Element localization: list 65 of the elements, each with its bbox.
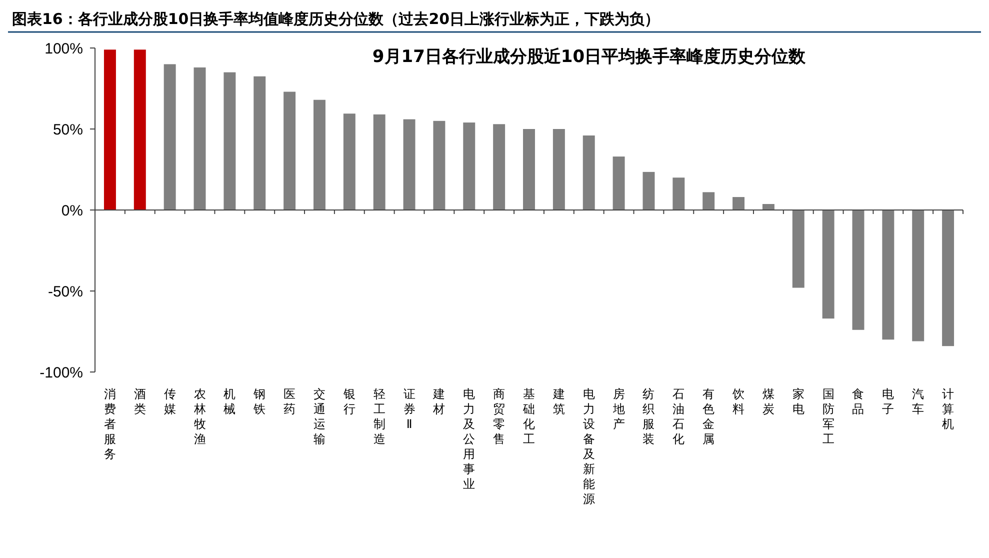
bar	[612, 156, 625, 210]
bar	[373, 114, 386, 210]
bar	[552, 129, 565, 210]
bar	[104, 50, 116, 210]
x-tick-label: 证券Ⅱ	[403, 387, 416, 431]
x-tick-label: 农林牧渔	[192, 387, 206, 446]
bar	[702, 192, 715, 210]
bar	[762, 204, 774, 210]
bar	[582, 135, 595, 210]
x-tick-label: 家电	[792, 387, 804, 416]
x-tick-label: 房地产	[612, 387, 625, 431]
x-tick-label: 饮料	[732, 387, 745, 416]
bar	[493, 124, 506, 210]
bar	[433, 120, 446, 210]
x-tick-label: 电子	[882, 387, 894, 416]
x-tick-label: 交通运输	[313, 387, 326, 446]
bar	[134, 50, 146, 210]
x-tick-label: 纺织服装	[642, 387, 655, 446]
bar	[403, 119, 416, 210]
x-tick-label: 基础化工	[522, 387, 535, 446]
x-tick-label: 钢铁	[252, 387, 266, 416]
y-tick-label: -50%	[48, 283, 83, 300]
y-tick-label: -100%	[40, 364, 83, 382]
x-tick-label: 机械	[224, 387, 236, 416]
bar	[852, 210, 864, 330]
bar	[642, 172, 655, 210]
x-tick-label: 银行	[342, 387, 356, 416]
bar	[463, 122, 476, 210]
bar	[343, 114, 356, 210]
x-tick-label: 医药	[284, 387, 296, 416]
bar	[194, 67, 206, 210]
x-tick-label: 酒类	[134, 387, 146, 416]
y-tick-label: 100%	[44, 40, 83, 58]
x-tick-label: 汽车	[912, 387, 924, 416]
bar	[313, 100, 326, 210]
chart-title: 图表16：各行业成分股10日换手率均值峰度历史分位数（过去20日上涨行业标为正，下跌为负）	[12, 10, 660, 28]
bar	[822, 210, 834, 319]
x-tick-label: 传媒	[164, 387, 176, 416]
chart-subtitle: 9月17日各行业成分股近10日平均换手率峰度历史分位数	[372, 47, 807, 67]
bar	[672, 178, 685, 210]
bar	[792, 210, 804, 288]
bar	[942, 210, 954, 346]
bar	[523, 129, 535, 210]
x-tick-label: 建材	[432, 387, 446, 416]
x-tick-label: 煤炭	[762, 387, 774, 416]
x-tick-label: 食品	[852, 387, 864, 416]
x-tick-label: 国防军工	[822, 387, 834, 446]
x-tick-label: 电力及公用事业	[463, 387, 476, 491]
bar	[164, 64, 176, 210]
x-tick-label: 轻工制造	[373, 387, 386, 446]
y-tick-label: 50%	[52, 121, 83, 138]
bar	[882, 210, 894, 340]
x-tick-label: 有色金属	[702, 387, 715, 446]
y-tick-label: 0%	[61, 202, 83, 220]
x-tick-label: 商贸零售	[493, 387, 506, 446]
x-tick-label: 建筑	[552, 387, 565, 416]
bar	[284, 92, 296, 210]
x-tick-label: 石油石化	[672, 387, 685, 446]
bar	[732, 197, 745, 210]
x-tick-label: 计算机	[942, 387, 954, 431]
x-tick-label: 电力设备及新能源	[582, 387, 595, 506]
bar	[912, 210, 924, 342]
x-tick-label: 消费者服务	[104, 387, 116, 461]
bar	[254, 76, 266, 210]
bar	[224, 72, 236, 210]
